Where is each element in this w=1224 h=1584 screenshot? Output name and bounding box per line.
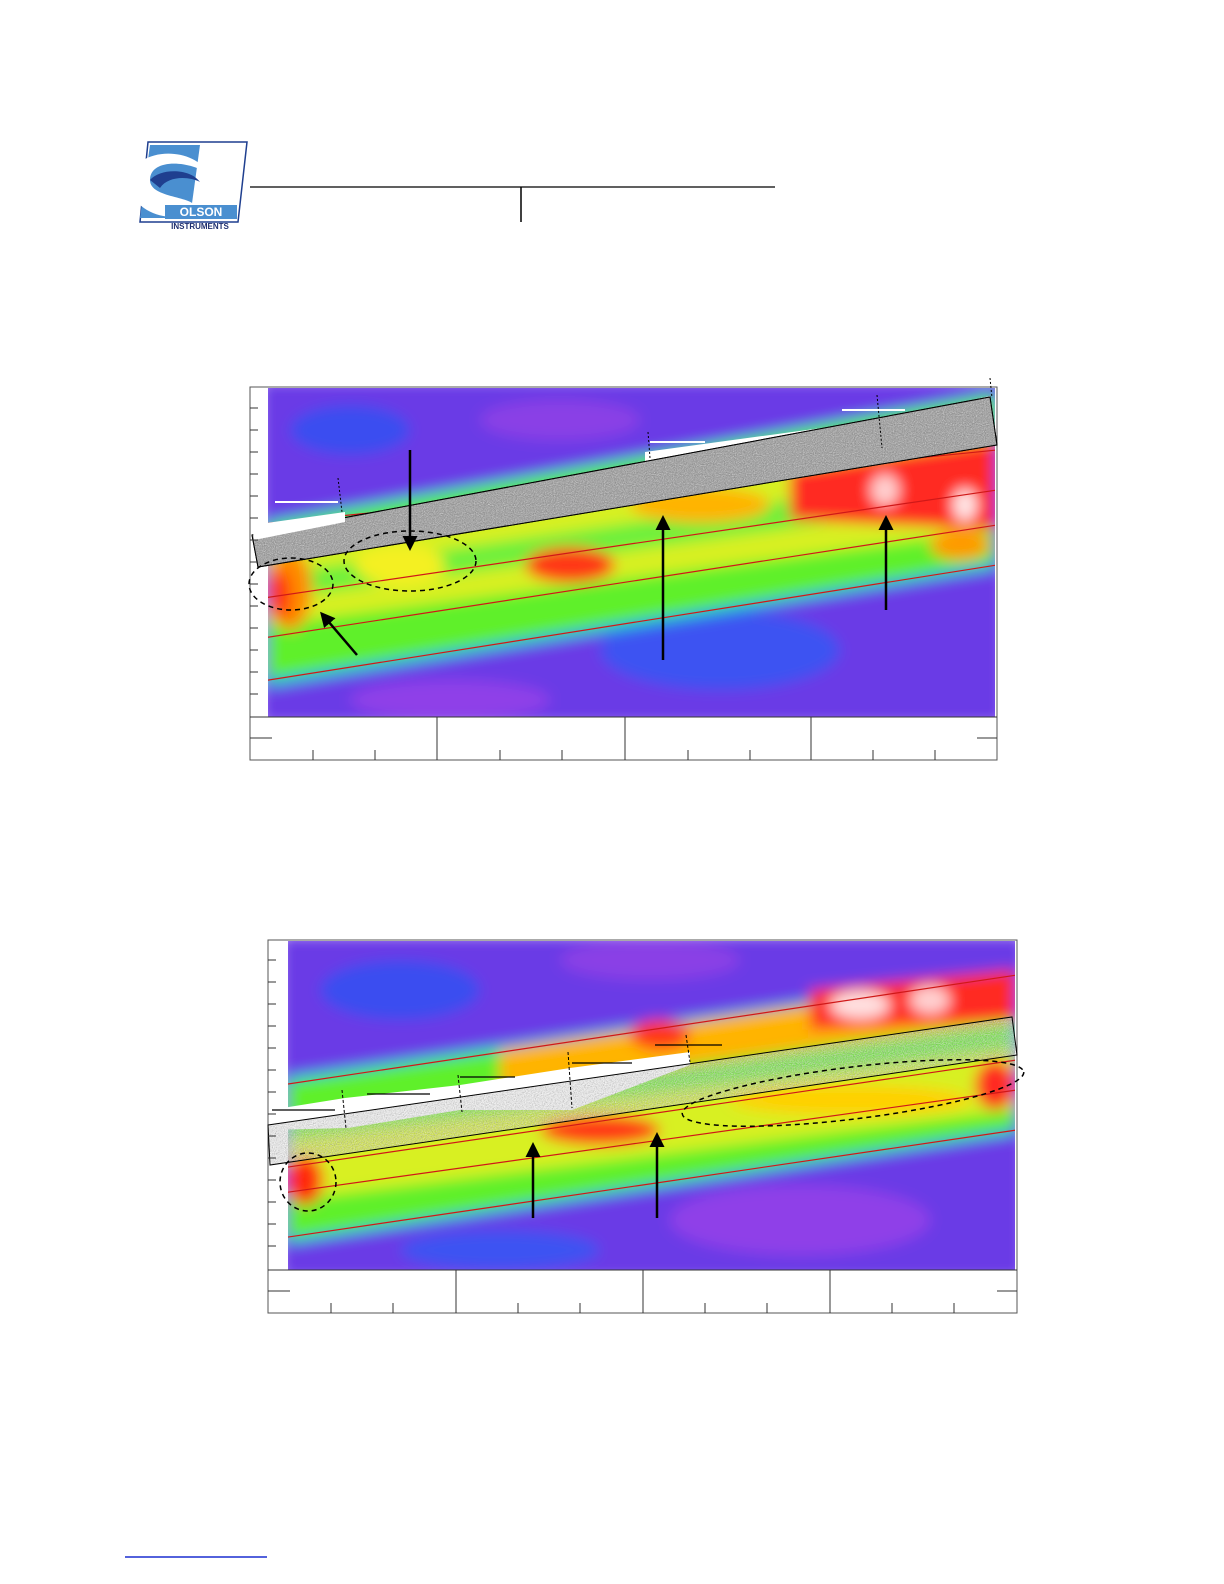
figure-2 — [267, 939, 1025, 1314]
logo-subtitle: INSTRUMENTS — [171, 222, 229, 231]
logo: OLSON INSTRUMENTS — [130, 141, 248, 231]
logo-name: OLSON — [180, 205, 223, 219]
figure-1 — [248, 377, 998, 761]
